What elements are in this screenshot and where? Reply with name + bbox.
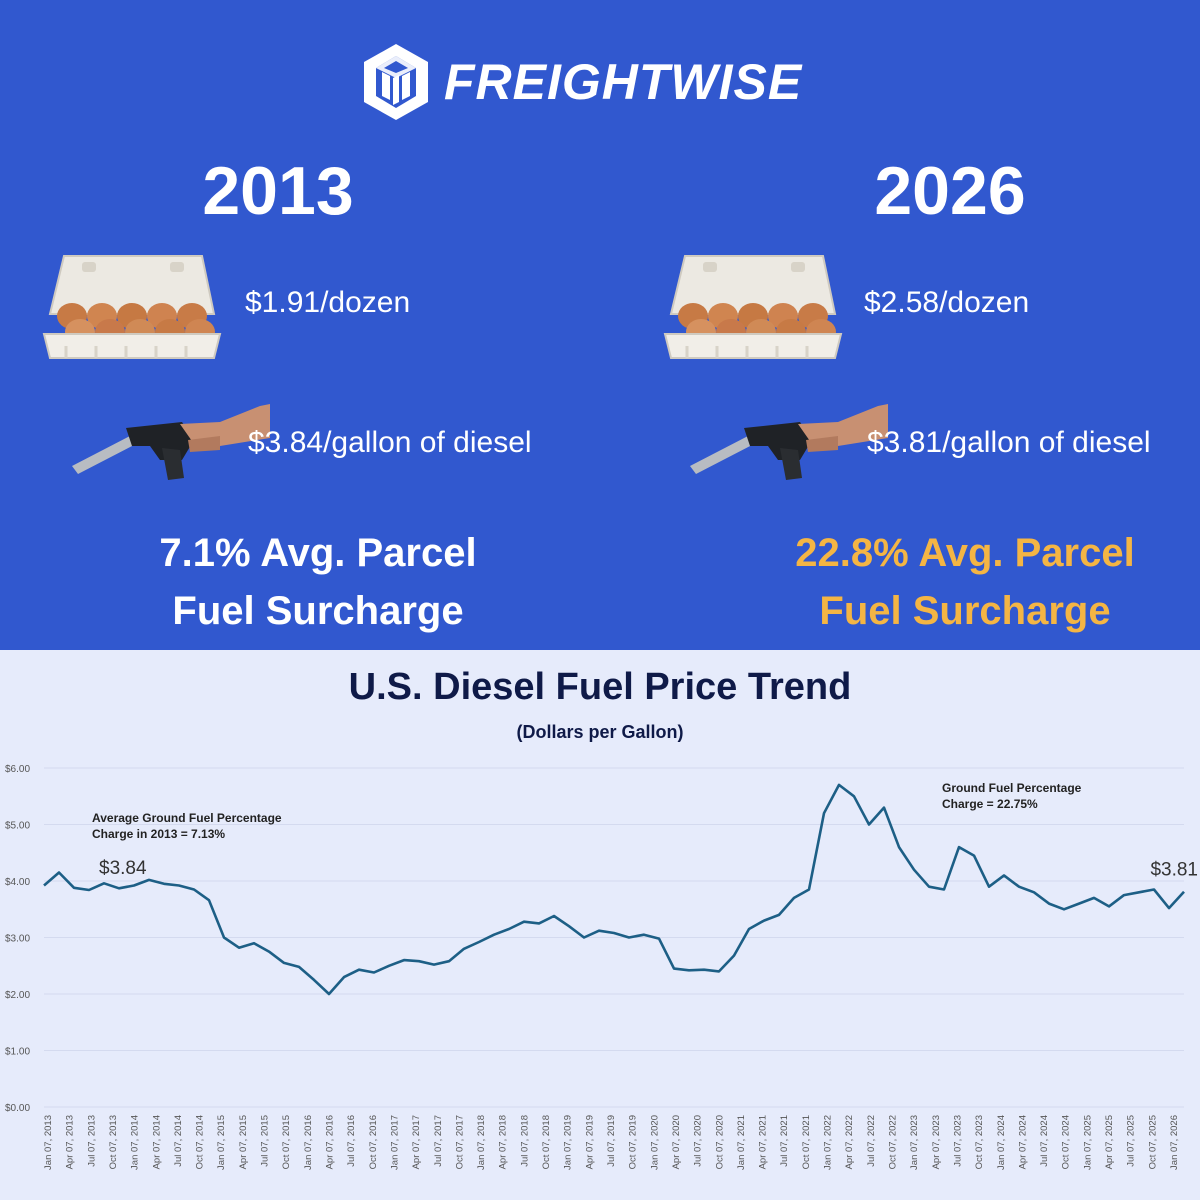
x-tick-label: Jan 07, 2017	[389, 1115, 400, 1170]
x-tick-label: Apr 07, 2016	[325, 1115, 336, 1169]
diesel-price-series-line	[43, 783, 1185, 996]
surcharge-right-line2: Fuel Surcharge	[819, 589, 1111, 633]
chart-title: U.S. Diesel Fuel Price Trend	[348, 666, 852, 708]
diesel-price-left: $3.84/gallon of diesel	[248, 426, 532, 459]
surcharge-left-line1: 7.1% Avg. Parcel	[159, 531, 477, 575]
x-tick-label: Apr 07, 2013	[65, 1115, 76, 1169]
x-tick-label: Apr 07, 2021	[758, 1115, 769, 1169]
x-tick-label: Jan 07, 2018	[476, 1115, 487, 1170]
x-tick-label: Apr 07, 2018	[498, 1115, 509, 1169]
x-tick-label: Oct 07, 2024	[1061, 1115, 1072, 1169]
annotation-line1: Average Ground Fuel Percentage	[92, 811, 282, 825]
egg-price-left: $1.91/dozen	[245, 286, 411, 319]
x-tick-label: Oct 07, 2014	[195, 1115, 206, 1169]
x-tick-label: Apr 07, 2014	[151, 1115, 162, 1169]
comparison-panel: FREIGHTWISE 2013 2026	[0, 0, 1200, 650]
surcharge-right-line1: 22.8% Avg. Parcel	[795, 531, 1135, 575]
annotation-line2: Charge = 22.75%	[942, 797, 1038, 811]
egg-carton-icon	[42, 255, 222, 359]
y-tick-label: $2.00	[5, 990, 30, 1001]
x-tick-label: Apr 07, 2025	[1104, 1115, 1115, 1169]
x-tick-label: Jan 07, 2014	[130, 1115, 141, 1170]
annotation-line1: Ground Fuel Percentage	[942, 781, 1082, 795]
point-label: $3.81	[1150, 860, 1198, 881]
x-tick-label: Oct 07, 2018	[541, 1115, 552, 1169]
x-tick-label: Oct 07, 2019	[628, 1115, 639, 1169]
x-tick-label: Jan 07, 2015	[216, 1115, 227, 1170]
chart-panel: U.S. Diesel Fuel Price Trend (Dollars pe…	[0, 650, 1200, 1200]
fuel-nozzle-icon	[72, 404, 270, 480]
x-tick-label: Jan 07, 2013	[43, 1115, 54, 1170]
x-tick-label: Apr 07, 2015	[238, 1115, 249, 1169]
x-tick-label: Apr 07, 2019	[584, 1115, 595, 1169]
surcharge-right: 22.8% Avg. Parcel Fuel Surcharge	[745, 524, 1185, 640]
x-tick-label: Apr 07, 2022	[844, 1115, 855, 1169]
egg-carton-icon	[663, 255, 843, 359]
x-tick-label: Jul 07, 2021	[779, 1115, 790, 1167]
egg-price-right: $2.58/dozen	[864, 286, 1030, 319]
x-tick-label: Jan 07, 2020	[649, 1115, 660, 1170]
diesel-price-line-chart: $0.00 $1.00 $2.00 $3.00 $4.00 $5.00 $6.00 Jan 0…	[5, 764, 1198, 1170]
x-tick-label: Apr 07, 2023	[931, 1115, 942, 1169]
year-right: 2026	[874, 153, 1026, 229]
diesel-price-right: $3.81/gallon of diesel	[867, 426, 1151, 459]
y-tick-label: $0.00	[5, 1103, 30, 1114]
x-tick-label: Jan 07, 2019	[563, 1115, 574, 1170]
x-tick-label: Oct 07, 2022	[888, 1115, 899, 1169]
x-tick-label: Jan 07, 2025	[1082, 1115, 1093, 1170]
y-tick-label: $4.00	[5, 877, 30, 888]
x-tick-label: Oct 07, 2020	[714, 1115, 725, 1169]
x-tick-label: Jan 07, 2016	[303, 1115, 314, 1170]
freightwise-cube-logo-icon	[364, 44, 428, 120]
annotation-line2: Charge in 2013 = 7.13%	[92, 827, 225, 841]
x-tick-label: Oct 07, 2015	[281, 1115, 292, 1169]
x-tick-label: Jul 07, 2023	[952, 1115, 963, 1167]
brand-logo: FREIGHTWISE	[362, 42, 802, 122]
x-tick-label: Jul 07, 2014	[173, 1115, 184, 1167]
x-tick-label: Oct 07, 2013	[108, 1115, 119, 1169]
x-tick-label: Jan 07, 2026	[1169, 1115, 1180, 1170]
y-tick-label: $1.00	[5, 1047, 30, 1058]
x-tick-label: Jul 07, 2025	[1126, 1115, 1137, 1167]
x-tick-label: Jan 07, 2021	[736, 1115, 747, 1170]
x-tick-label: Jul 07, 2015	[260, 1115, 271, 1167]
x-tick-label: Jul 07, 2016	[346, 1115, 357, 1167]
surcharge-left: 7.1% Avg. Parcel Fuel Surcharge	[98, 524, 538, 640]
x-tick-label: Oct 07, 2023	[974, 1115, 985, 1169]
x-tick-label: Oct 07, 2025	[1147, 1115, 1158, 1169]
y-tick-label: $5.00	[5, 821, 30, 832]
fuel-nozzle-icon	[690, 404, 888, 480]
brand-name: FREIGHTWISE	[444, 54, 803, 110]
x-tick-label: Jul 07, 2022	[866, 1115, 877, 1167]
year-left: 2013	[202, 153, 354, 229]
x-tick-label: Apr 07, 2020	[671, 1115, 682, 1169]
x-tick-label: Oct 07, 2017	[454, 1115, 465, 1169]
surcharge-left-line2: Fuel Surcharge	[172, 589, 464, 633]
x-tick-label: Apr 07, 2024	[1017, 1115, 1028, 1169]
x-tick-label: Jul 07, 2019	[606, 1115, 617, 1167]
x-tick-label: Jan 07, 2023	[909, 1115, 920, 1170]
point-label: $3.84	[99, 858, 147, 879]
y-tick-label: $6.00	[5, 764, 30, 775]
chart-subtitle: (Dollars per Gallon)	[516, 722, 684, 742]
x-tick-label: Oct 07, 2016	[368, 1115, 379, 1169]
x-tick-label: Jul 07, 2017	[433, 1115, 444, 1167]
y-tick-label: $3.00	[5, 934, 30, 945]
x-tick-label: Jan 07, 2022	[823, 1115, 834, 1170]
x-tick-label: Oct 07, 2021	[801, 1115, 812, 1169]
x-tick-label: Jan 07, 2024	[996, 1115, 1007, 1170]
x-tick-label: Jul 07, 2024	[1039, 1115, 1050, 1167]
x-tick-label: Apr 07, 2017	[411, 1115, 422, 1169]
x-tick-label: Jul 07, 2020	[693, 1115, 704, 1167]
x-tick-label: Jul 07, 2018	[519, 1115, 530, 1167]
x-tick-label: Jul 07, 2013	[86, 1115, 97, 1167]
